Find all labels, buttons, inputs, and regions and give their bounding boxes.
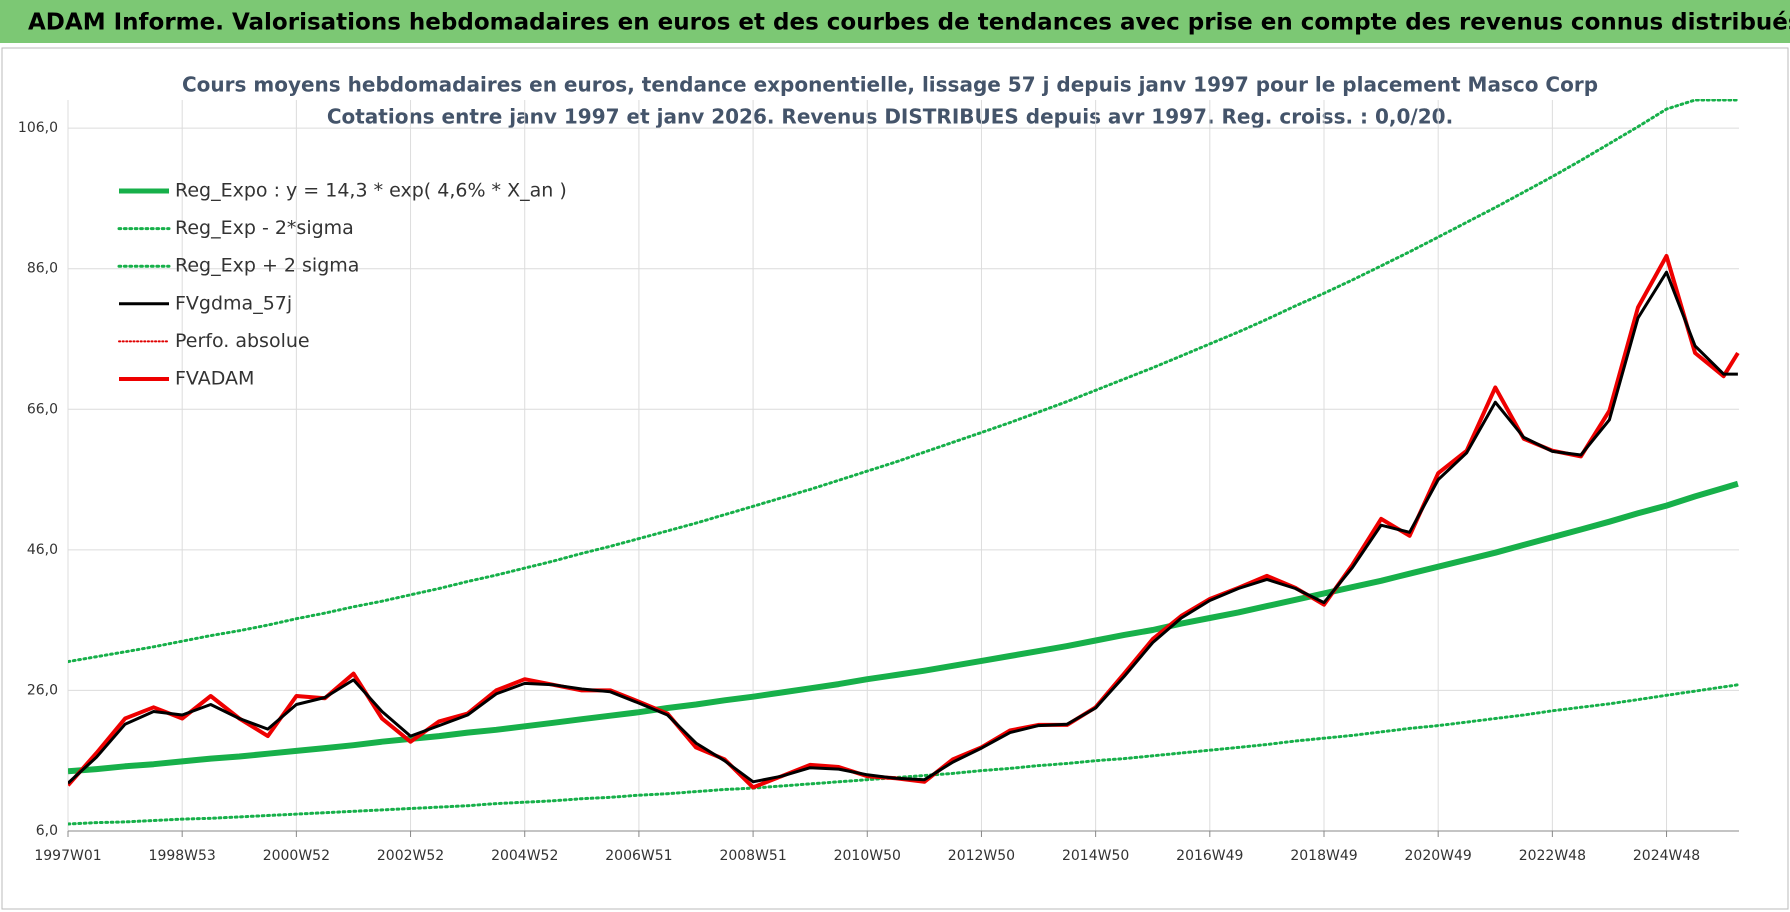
series-line bbox=[68, 683, 1740, 826]
legend-label: Reg_Expo : y = 14,3 * exp( 4,6% * X_an ) bbox=[175, 180, 567, 202]
x-tick-label: 2006W51 bbox=[605, 848, 672, 864]
y-tick-label: 66,0 bbox=[27, 401, 58, 417]
plot bbox=[68, 99, 1740, 826]
x-tick-label: 2016W49 bbox=[1176, 848, 1243, 864]
legend: Reg_Expo : y = 14,3 * exp( 4,6% * X_an )… bbox=[117, 180, 567, 390]
legend-label: Reg_Exp - 2*sigma bbox=[175, 217, 354, 239]
x-tick-label: 2020W49 bbox=[1405, 848, 1472, 864]
chart-title: Cours moyens hebdomadaires en euros, ten… bbox=[182, 73, 1598, 97]
y-tick-label: 6,0 bbox=[36, 823, 58, 839]
x-tick-label: 1997W01 bbox=[34, 848, 101, 864]
legend-label: FVgdma_57j bbox=[175, 292, 292, 314]
series-line bbox=[68, 480, 1739, 775]
x-tick-label: 2024W48 bbox=[1633, 848, 1700, 864]
legend-label: Perfo. absolue bbox=[175, 330, 310, 352]
x-tick-label: 2000W52 bbox=[263, 848, 330, 864]
series-line bbox=[68, 99, 1740, 664]
y-tick-label: 106,0 bbox=[18, 120, 58, 136]
x-tick-label: 2002W52 bbox=[377, 848, 444, 864]
legend-label: FVADAM bbox=[175, 368, 254, 390]
x-tick-label: 2008W51 bbox=[719, 848, 786, 864]
y-tick-label: 46,0 bbox=[27, 542, 58, 558]
chart-subtitle: Cotations entre janv 1997 et janv 2026. … bbox=[327, 105, 1453, 129]
grid: 6,0 26,0 46,0 66,0 86,0 106,0 1997W01 1998W53 20… bbox=[18, 100, 1739, 864]
x-tick-label: 1998W53 bbox=[149, 848, 216, 864]
header-title: ADAM Informe. Valorisations hebdomadaire… bbox=[28, 10, 1790, 36]
x-tick-label: 2018W49 bbox=[1290, 848, 1357, 864]
x-tick-label: 2022W48 bbox=[1519, 848, 1586, 864]
chart-frame bbox=[1, 47, 1789, 910]
x-tick-label: 2014W50 bbox=[1062, 848, 1129, 864]
series-line bbox=[68, 270, 1738, 785]
y-tick-label: 86,0 bbox=[27, 261, 58, 277]
legend-label: Reg_Exp + 2 sigma bbox=[175, 255, 359, 277]
header-bar bbox=[0, 0, 1790, 43]
x-tick-label: 2010W50 bbox=[834, 848, 901, 864]
x-tick-label: 2012W50 bbox=[948, 848, 1015, 864]
x-tick-label: 2004W52 bbox=[491, 848, 558, 864]
y-tick-label: 26,0 bbox=[27, 682, 58, 698]
